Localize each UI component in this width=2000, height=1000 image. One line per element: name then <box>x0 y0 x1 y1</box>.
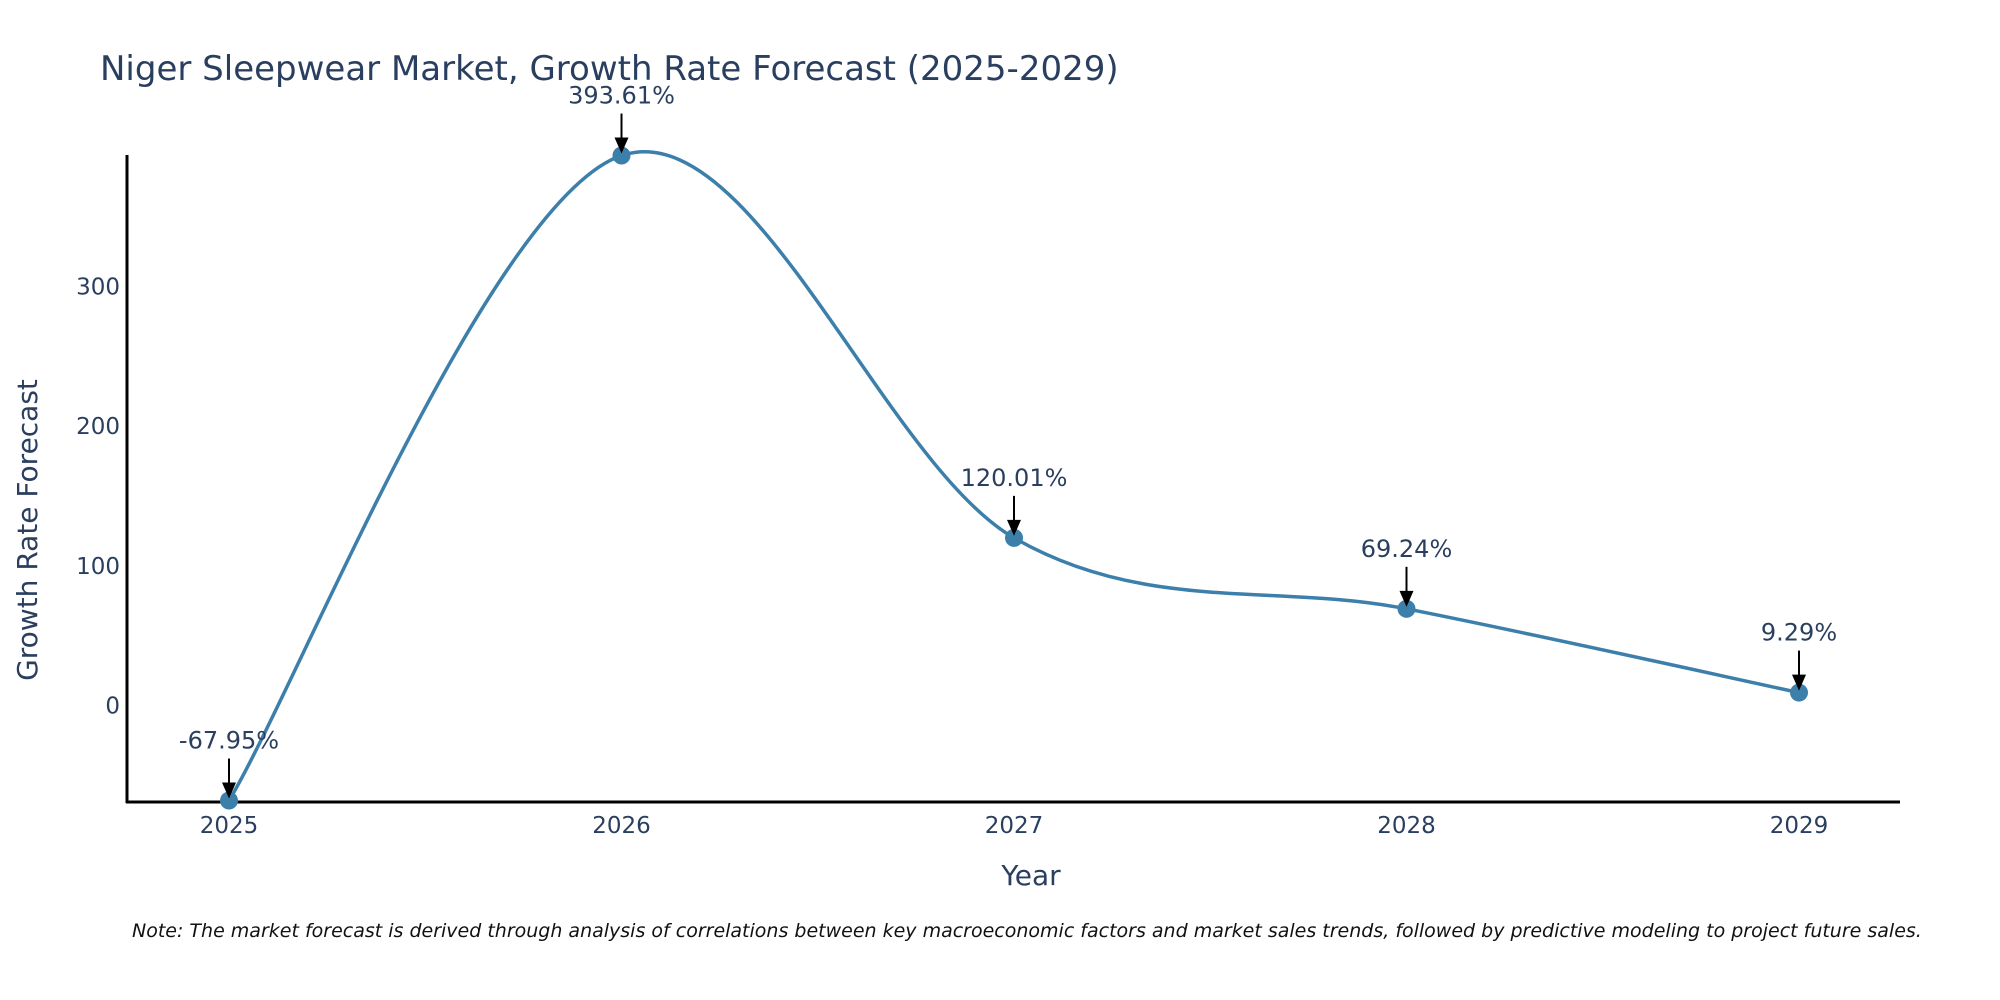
x-axis-ticks: 2025 2026 2027 2028 2029 <box>200 813 1829 839</box>
annotation-arrowhead <box>1792 674 1806 691</box>
annotation-arrowhead <box>1399 590 1414 607</box>
annotation-arrowhead <box>614 137 629 154</box>
series-line <box>227 150 1800 802</box>
data-point <box>1397 599 1416 618</box>
footnote: Note: The market forecast is derived thr… <box>132 920 1922 942</box>
series-growth-rate <box>220 146 1808 810</box>
data-point <box>220 791 238 810</box>
y-tick-label: 200 <box>76 414 120 440</box>
x-tick-label: 2026 <box>592 813 651 839</box>
data-label: 9.29% <box>1761 619 1837 647</box>
y-tick-label: 0 <box>105 694 120 720</box>
annotation-arrowhead <box>1007 519 1021 536</box>
annotation-arrowhead <box>222 782 236 799</box>
axes <box>125 155 1900 804</box>
y-tick-label: 100 <box>76 554 120 580</box>
chart-title: Niger Sleepwear Market, Growth Rate Fore… <box>100 49 1119 89</box>
x-tick-label: 2028 <box>1377 813 1436 839</box>
data-label: -67.95% <box>179 727 279 755</box>
x-tick-label: 2025 <box>200 813 259 839</box>
data-label: 69.24% <box>1361 535 1453 563</box>
x-tick-label: 2029 <box>1770 813 1829 839</box>
data-point <box>612 146 631 165</box>
x-axis-title: Year <box>1000 859 1061 892</box>
data-point <box>1790 683 1808 702</box>
data-label: 120.01% <box>961 464 1068 492</box>
data-annotations: -67.95% 393.61% 120.01% 69.24% 9.29% <box>179 82 1837 799</box>
data-label: 393.61% <box>568 82 675 110</box>
y-axis-ticks: 0 100 200 300 <box>76 274 120 719</box>
x-tick-label: 2027 <box>985 813 1044 839</box>
data-point <box>1005 528 1023 547</box>
y-tick-label: 300 <box>76 274 120 300</box>
y-axis-title: Growth Rate Forecast <box>11 379 44 681</box>
